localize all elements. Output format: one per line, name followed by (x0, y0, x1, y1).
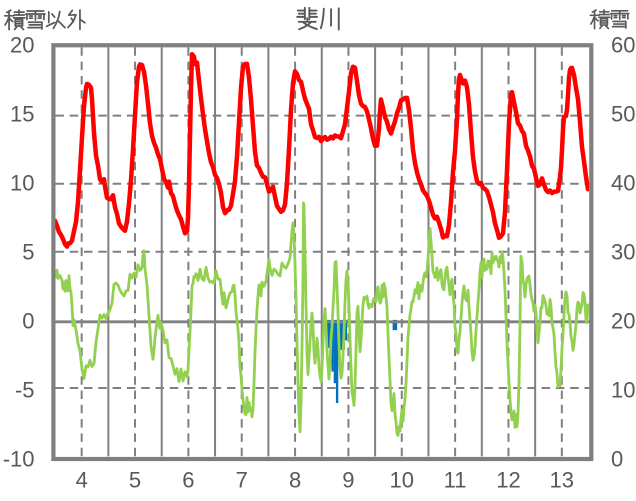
svg-text:4: 4 (76, 468, 88, 493)
svg-text:12: 12 (496, 468, 520, 493)
svg-text:0: 0 (22, 309, 34, 334)
svg-text:9: 9 (342, 468, 354, 493)
svg-text:40: 40 (611, 171, 635, 196)
svg-text:10: 10 (10, 171, 34, 196)
svg-text:5: 5 (129, 468, 141, 493)
svg-text:5: 5 (22, 240, 34, 265)
svg-text:13: 13 (550, 468, 574, 493)
svg-text:60: 60 (611, 33, 635, 58)
svg-text:30: 30 (611, 240, 635, 265)
svg-text:20: 20 (10, 33, 34, 58)
svg-text:8: 8 (289, 468, 301, 493)
svg-text:0: 0 (611, 446, 623, 471)
svg-text:20: 20 (611, 309, 635, 334)
svg-text:10: 10 (390, 468, 414, 493)
svg-text:-5: -5 (15, 378, 35, 403)
svg-text:50: 50 (611, 102, 635, 127)
svg-text:7: 7 (236, 468, 248, 493)
svg-text:10: 10 (611, 378, 635, 403)
svg-text:6: 6 (182, 468, 194, 493)
svg-text:11: 11 (444, 468, 467, 493)
svg-text:-10: -10 (3, 446, 35, 471)
svg-text:15: 15 (10, 102, 34, 127)
